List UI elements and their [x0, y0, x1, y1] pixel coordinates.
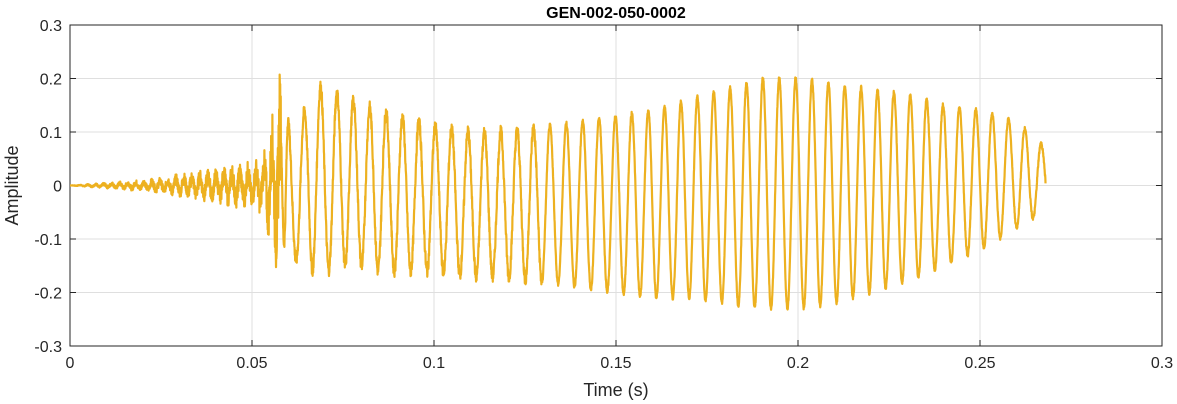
x-tick-label: 0.1 — [423, 355, 445, 372]
ticks — [69, 24, 1163, 347]
y-tick-label: 0.3 — [40, 18, 62, 35]
x-tick-label: 0.2 — [787, 355, 809, 372]
y-tick-label: 0.2 — [40, 72, 62, 89]
y-tick-label: -0.2 — [34, 286, 62, 303]
y-axis-title: Amplitude — [2, 145, 22, 225]
series-line — [69, 73, 1047, 311]
x-tick-label: 0.25 — [964, 355, 995, 372]
y-tick-label: 0 — [53, 179, 62, 196]
x-tick-label: 0.15 — [600, 355, 631, 372]
tick-labels: 0 0.05 0.1 0.15 0.2 0.25 0.3 -0.3 -0.2 -0.1 0 0.1 0.… — [34, 18, 1173, 372]
y-tick-label: -0.1 — [34, 232, 62, 249]
y-tick-label: 0.1 — [40, 125, 62, 142]
y-tick-label: -0.3 — [34, 339, 62, 356]
x-tick-label: 0.3 — [1151, 355, 1173, 372]
x-axis-title: Time (s) — [583, 380, 648, 400]
x-tick-label: 0 — [66, 355, 75, 372]
x-tick-label: 0.05 — [236, 355, 267, 372]
chart-title: GEN-002-050-0002 — [546, 5, 686, 22]
